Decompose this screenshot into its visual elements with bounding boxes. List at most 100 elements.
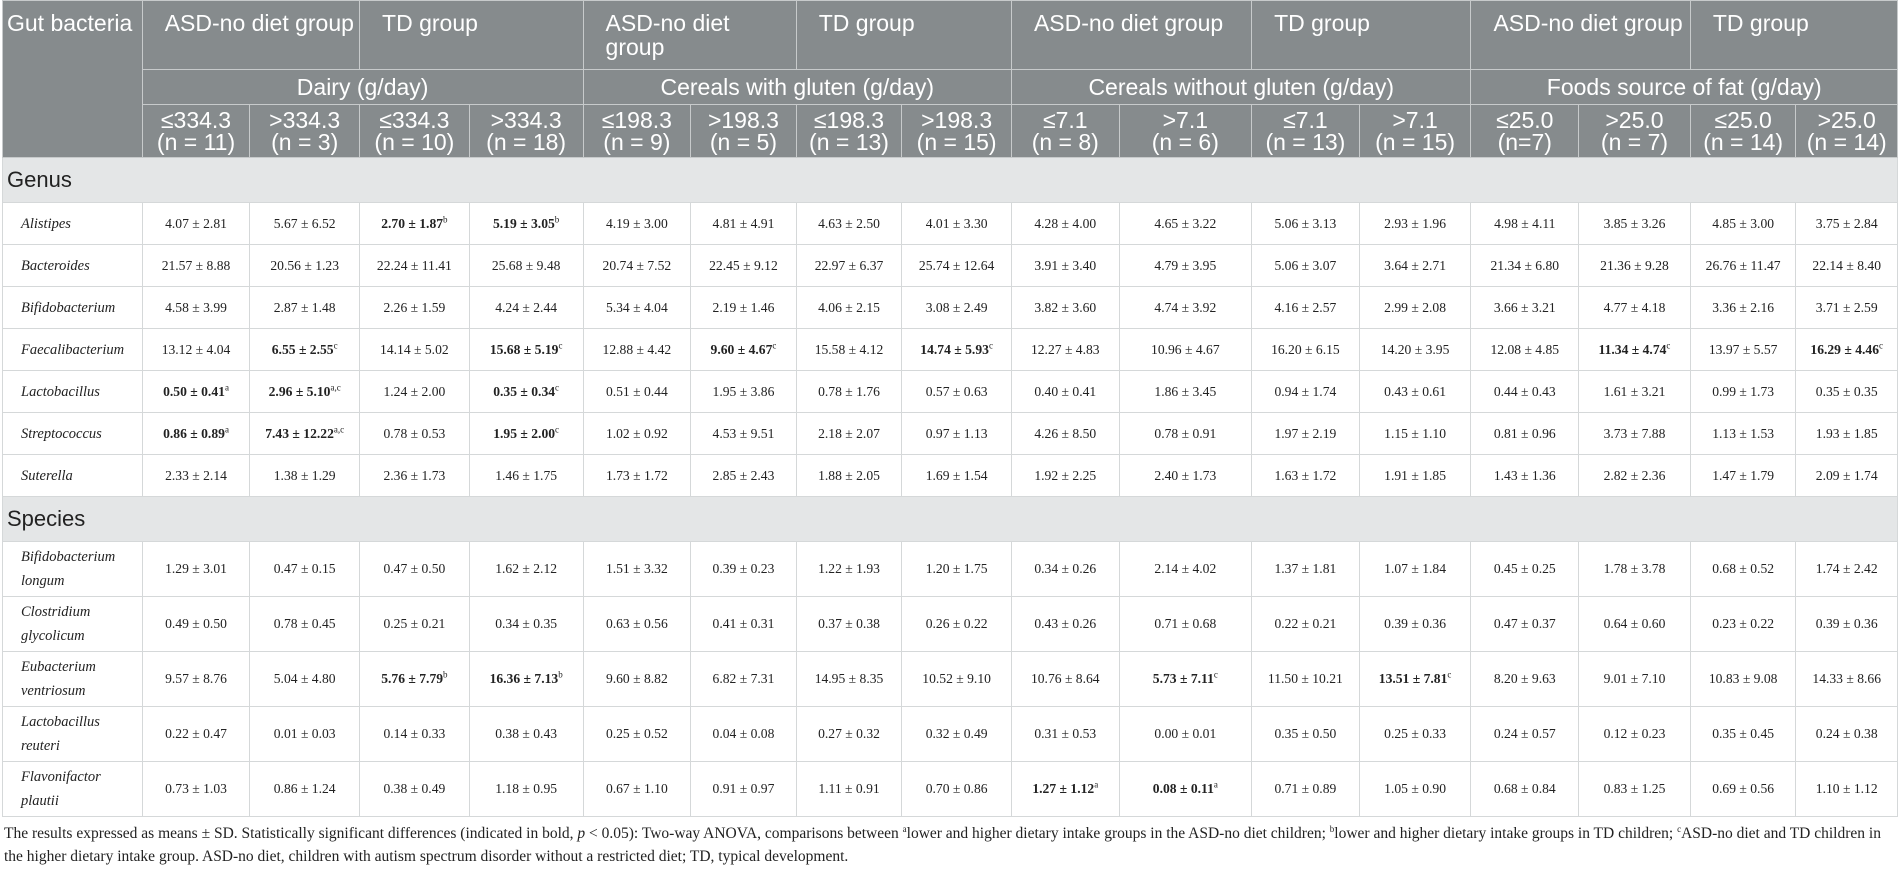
cell-value: 0.37 ± 0.38 xyxy=(818,616,880,631)
bacteria-name: Flavonifactor plautii xyxy=(2,761,143,817)
cell-value: 0.39 ± 0.36 xyxy=(1815,616,1878,631)
cell-value: 3.36 ± 2.16 xyxy=(1712,299,1775,315)
significance-mark: c xyxy=(558,339,563,350)
table-cell: 1.93 ± 1.85 xyxy=(1795,412,1898,455)
cell-value: 0.25 ± 0.33 xyxy=(1384,726,1446,741)
table-cell: 9.60 ± 4.67c xyxy=(690,328,797,371)
food-group-header: Cereals without gluten (g/day) xyxy=(1010,69,1472,105)
table-cell: 2.14 ± 4.02 xyxy=(1118,541,1253,597)
table-cell: 4.26 ± 8.50 xyxy=(1010,412,1120,455)
table-cell: 16.20 ± 6.15 xyxy=(1251,328,1360,371)
cell-value: 5.04 ± 4.80 xyxy=(273,671,336,686)
cell-value: 2.87 ± 1.48 xyxy=(273,299,336,315)
header-row-intake: ≤334.3 (n = 11) >334.3 (n = 3) ≤334.3 (n = 10… xyxy=(3,104,1898,158)
significance-mark: c xyxy=(1447,669,1452,680)
table-cell: 2.99 ± 2.08 xyxy=(1358,286,1472,329)
cell-value: 25.74 ± 12.64 xyxy=(918,257,995,273)
intake-header: >334.3 (n = 3) xyxy=(249,104,361,158)
cell-value: 0.43 ± 0.26 xyxy=(1034,616,1097,631)
cell-value: 0.25 ± 0.52 xyxy=(605,726,668,741)
table-cell: 2.82 ± 2.36 xyxy=(1578,454,1691,497)
table-cell: 1.92 ± 2.25 xyxy=(1010,454,1120,497)
cell-value: 1.27 ± 1.12 xyxy=(1032,781,1095,796)
cell-value: 14.74 ± 5.93 xyxy=(920,341,989,357)
table-cell: 25.74 ± 12.64 xyxy=(901,244,1012,287)
table-cell: 0.14 ± 0.33 xyxy=(359,706,470,762)
cell-value: 0.14 ± 0.33 xyxy=(383,726,446,741)
table-cell: 2.93 ± 1.96 xyxy=(1358,202,1472,245)
cell-value: 1.05 ± 0.90 xyxy=(1384,781,1446,796)
table-cell: 2.96 ± 5.10a,c xyxy=(249,370,361,413)
cell-value: 0.38 ± 0.49 xyxy=(383,781,446,796)
table-cell: 0.86 ± 0.89a xyxy=(141,412,251,455)
intake-n: (n = 13) xyxy=(1265,129,1346,155)
intake-header: ≤334.3 (n = 10) xyxy=(359,104,470,158)
table-cell: 0.22 ± 0.47 xyxy=(141,706,251,762)
cell-value: 4.58 ± 3.99 xyxy=(165,299,227,315)
table-cell: 11.50 ± 10.21 xyxy=(1251,651,1360,707)
cell-value: 1.38 ± 1.29 xyxy=(273,467,336,483)
table-cell: 0.99 ± 1.73 xyxy=(1689,370,1797,413)
table-cell: 1.20 ± 1.75 xyxy=(901,541,1012,597)
table-cell: 0.43 ± 0.26 xyxy=(1010,596,1120,652)
cell-value: 2.96 ± 5.10 xyxy=(268,383,331,399)
cell-value: 0.35 ± 0.34 xyxy=(493,383,556,399)
table-cell: 0.71 ± 0.89 xyxy=(1251,761,1360,817)
cell-value: 5.06 ± 3.13 xyxy=(1274,215,1337,231)
table-cell: 4.63 ± 2.50 xyxy=(795,202,903,245)
cell-value: 0.00 ± 0.01 xyxy=(1154,726,1217,741)
cell-value: 9.60 ± 4.67 xyxy=(710,341,773,357)
table-cell: 0.47 ± 0.37 xyxy=(1470,596,1580,652)
table-cell: 0.43 ± 0.61 xyxy=(1358,370,1472,413)
table-cell: 15.68 ± 5.19c xyxy=(468,328,584,371)
cell-value: 4.98 ± 4.11 xyxy=(1494,215,1556,231)
cell-value: 7.43 ± 12.22 xyxy=(265,425,334,441)
table-cell: 5.04 ± 4.80 xyxy=(249,651,361,707)
table-cell: 1.88 ± 2.05 xyxy=(795,454,903,497)
cell-value: 1.07 ± 1.84 xyxy=(1384,561,1446,576)
cell-value: 1.11 ± 0.91 xyxy=(818,781,880,796)
intake-n: (n = 7) xyxy=(1600,129,1669,155)
table-cell: 0.81 ± 0.96 xyxy=(1470,412,1580,455)
cell-value: 4.85 ± 3.00 xyxy=(1712,215,1775,231)
table-cell: 9.60 ± 8.82 xyxy=(582,651,692,707)
significance-mark: c xyxy=(555,423,560,434)
table-cell: 4.16 ± 2.57 xyxy=(1251,286,1360,329)
cell-value: 0.22 ± 0.47 xyxy=(165,726,227,741)
table-cell: 0.35 ± 0.45 xyxy=(1689,706,1797,762)
cell-value: 0.51 ± 0.44 xyxy=(605,383,668,399)
table-cell: 6.82 ± 7.31 xyxy=(690,651,797,707)
table-cell: 1.13 ± 1.53 xyxy=(1689,412,1797,455)
table-cell: 20.56 ± 1.23 xyxy=(249,244,361,287)
cell-value: 4.01 ± 3.30 xyxy=(925,215,988,231)
table-cell: 0.34 ± 0.35 xyxy=(468,596,584,652)
table-cell: 12.88 ± 4.42 xyxy=(582,328,692,371)
table-cell: 26.76 ± 11.47 xyxy=(1689,244,1797,287)
cell-value: 0.34 ± 0.35 xyxy=(495,616,558,631)
table-cell: 14.33 ± 8.66 xyxy=(1795,651,1898,707)
cell-value: 1.20 ± 1.75 xyxy=(925,561,988,576)
cell-value: 15.58 ± 4.12 xyxy=(814,341,884,357)
table-cell: 10.76 ± 8.64 xyxy=(1010,651,1120,707)
cell-value: 1.91 ± 1.85 xyxy=(1384,467,1446,483)
cell-value: 0.70 ± 0.86 xyxy=(925,781,988,796)
table-cell: 0.04 ± 0.08 xyxy=(690,706,797,762)
footnote-text-b: lower and higher dietary intake groups i… xyxy=(1334,825,1678,842)
bacteria-name: Eubacterium ventriosum xyxy=(2,651,143,707)
intake-n: (n = 18) xyxy=(486,129,567,155)
table-cell: 4.58 ± 3.99 xyxy=(141,286,251,329)
cell-value: 9.60 ± 8.82 xyxy=(605,671,668,686)
food-group-header: Dairy (g/day) xyxy=(141,69,584,105)
group-header: TD group xyxy=(795,0,1012,70)
table-cell: 0.73 ± 1.03 xyxy=(141,761,251,817)
intake-header: >7.1 (n = 6) xyxy=(1118,104,1253,158)
table-cell: 0.27 ± 0.32 xyxy=(795,706,903,762)
table-cell: 4.77 ± 4.18 xyxy=(1578,286,1691,329)
cell-value: 1.74 ± 2.42 xyxy=(1815,561,1878,576)
cell-value: 14.20 ± 3.95 xyxy=(1380,341,1450,357)
table-cell: 3.36 ± 2.16 xyxy=(1689,286,1797,329)
table-cell: 0.70 ± 0.86 xyxy=(901,761,1012,817)
cell-value: 1.86 ± 3.45 xyxy=(1154,383,1217,399)
cell-value: 0.39 ± 0.23 xyxy=(712,561,775,576)
intake-n: (n = 3) xyxy=(271,129,339,155)
